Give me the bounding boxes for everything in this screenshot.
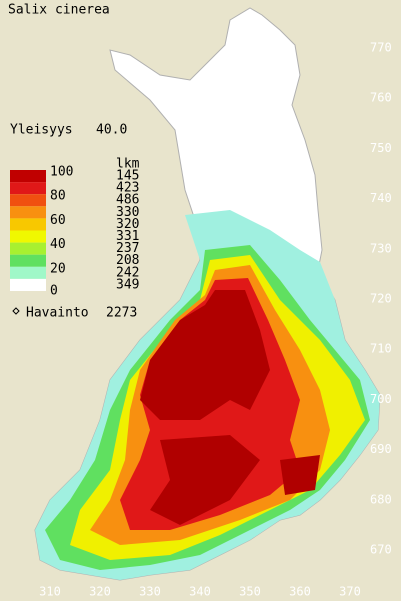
legend-swatch [10, 182, 46, 195]
y-tick-label: 690 [370, 442, 392, 456]
legend-swatch [10, 218, 46, 231]
map-title: Salix cinerea [8, 3, 110, 18]
count-header: lkm [116, 157, 140, 172]
x-tick-label: 330 [139, 585, 161, 599]
legend-scale-label: 40 [50, 237, 66, 252]
legend-swatch [10, 242, 46, 255]
y-tick-label: 750 [370, 141, 392, 155]
legend-scale-label: 20 [50, 261, 66, 276]
y-tick-label: 740 [370, 191, 392, 205]
y-tick-label: 770 [370, 41, 392, 55]
legend-swatch [10, 170, 46, 183]
legend-count: 330 [116, 205, 139, 220]
legend-swatch [10, 206, 46, 219]
legend-swatch [10, 194, 46, 207]
x-tick-label: 360 [289, 585, 311, 599]
legend-count: 237 [116, 241, 139, 256]
legend-count: 486 [116, 193, 139, 208]
frequency-label: Yleisyys [10, 123, 73, 138]
legend-swatch [10, 254, 46, 267]
zone-darkred [280, 455, 320, 495]
legend-scale-label: 80 [50, 189, 66, 204]
y-tick-label: 760 [370, 91, 392, 105]
x-tick-label: 370 [339, 585, 361, 599]
zone-darkred [140, 290, 270, 420]
legend-and-axes: 1454234863303203312372082423491008060402… [10, 41, 392, 599]
observation-count: 2273 [106, 306, 137, 321]
x-tick-label: 310 [39, 585, 61, 599]
x-tick-label: 340 [189, 585, 211, 599]
x-tick-label: 320 [89, 585, 111, 599]
legend-count: 320 [116, 217, 139, 232]
legend-scale-label: 0 [50, 284, 58, 299]
legend-scale-label: 100 [50, 165, 73, 180]
y-tick-label: 710 [370, 342, 392, 356]
zone-darkred [150, 435, 260, 525]
legend-swatch [10, 230, 46, 243]
legend-scale-label: 60 [50, 213, 66, 228]
legend-count: 331 [116, 229, 139, 244]
legend-count: 349 [116, 277, 139, 292]
legend-count: 208 [116, 253, 139, 268]
y-tick-label: 670 [370, 543, 392, 557]
legend-count: 423 [116, 181, 139, 196]
legend-swatch [10, 266, 46, 279]
x-tick-label: 350 [239, 585, 261, 599]
y-tick-label: 680 [370, 492, 392, 506]
observation-label: Havainto [26, 306, 89, 321]
y-tick-label: 720 [370, 292, 392, 306]
legend-swatch [10, 278, 46, 291]
y-tick-label: 730 [370, 241, 392, 255]
frequency-value: 40.0 [96, 123, 127, 138]
y-tick-label: 700 [370, 392, 392, 406]
legend-count: 242 [116, 265, 139, 280]
legend-count: 145 [116, 169, 139, 184]
observation-marker [12, 307, 20, 315]
